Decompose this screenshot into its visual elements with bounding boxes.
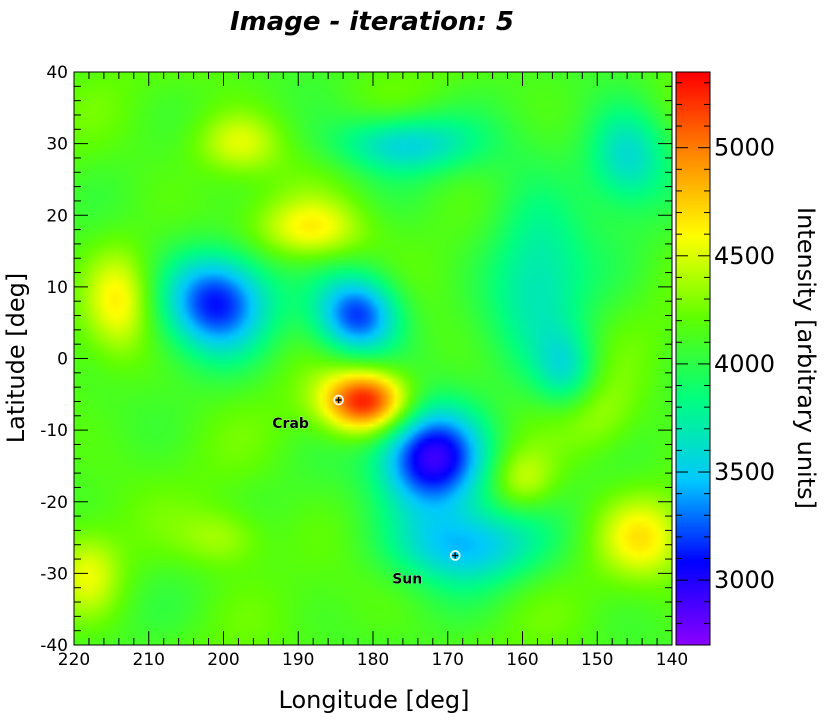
- y-axis: 40 30 20 10 0 -10 -20 -30 -40: [40, 63, 672, 656]
- x-axis-label: Longitude [deg]: [279, 686, 470, 714]
- marker-sun-ring: [449, 550, 461, 561]
- y-tick-label: 40: [46, 63, 68, 83]
- colorbar-label: Intensity [arbitrary units]: [792, 207, 820, 509]
- source-markers: Crab Sun: [272, 394, 461, 588]
- x-axis: 220 210 200 190 180 170 160 150 140: [58, 72, 688, 670]
- colorbar-tick-label: 3000: [714, 566, 775, 594]
- y-tick-label: 30: [46, 135, 68, 155]
- colorbar-tick-label: 3500: [714, 458, 775, 486]
- x-tick-label: 150: [581, 650, 613, 670]
- marker-sun: Sun: [392, 550, 461, 588]
- colorbar-tick-label: 4000: [714, 350, 775, 378]
- y-tick-label: -20: [40, 493, 68, 513]
- chart-title: Image - iteration: 5: [230, 7, 514, 37]
- plot-area: [73, 71, 673, 646]
- x-tick-label: 140: [656, 650, 688, 670]
- colorbar: 5000 4500 4000 3500 3000: [675, 71, 775, 646]
- x-tick-label: 160: [506, 650, 538, 670]
- y-tick-label: 20: [46, 206, 68, 226]
- x-tick-label: 220: [58, 650, 90, 670]
- colorbar-frame: [675, 71, 711, 646]
- heatmap-image: [74, 72, 672, 645]
- marker-sun-label: Sun: [392, 571, 422, 587]
- colorbar-ticks: 5000 4500 4000 3500 3000: [676, 82, 775, 624]
- y-tick-label: -30: [40, 564, 68, 584]
- y-tick-label: -10: [40, 421, 68, 441]
- y-tick-label: 10: [46, 278, 68, 298]
- y-tick-label: 0: [57, 350, 68, 370]
- colorbar-gradient: [676, 72, 710, 645]
- x-tick-label: 210: [133, 650, 165, 670]
- y-axis-label: Latitude [deg]: [2, 273, 30, 443]
- colorbar-tick-label: 4500: [714, 242, 775, 270]
- x-tick-label: 190: [282, 650, 314, 670]
- marker-crab: Crab: [272, 394, 344, 432]
- y-tick-label: -40: [40, 636, 68, 656]
- marker-crab-ring: [333, 394, 344, 406]
- x-tick-label: 180: [357, 650, 389, 670]
- x-tick-label: 170: [432, 650, 464, 670]
- marker-crab-label: Crab: [272, 416, 309, 432]
- x-tick-label: 200: [207, 650, 239, 670]
- colorbar-tick-label: 5000: [714, 134, 775, 162]
